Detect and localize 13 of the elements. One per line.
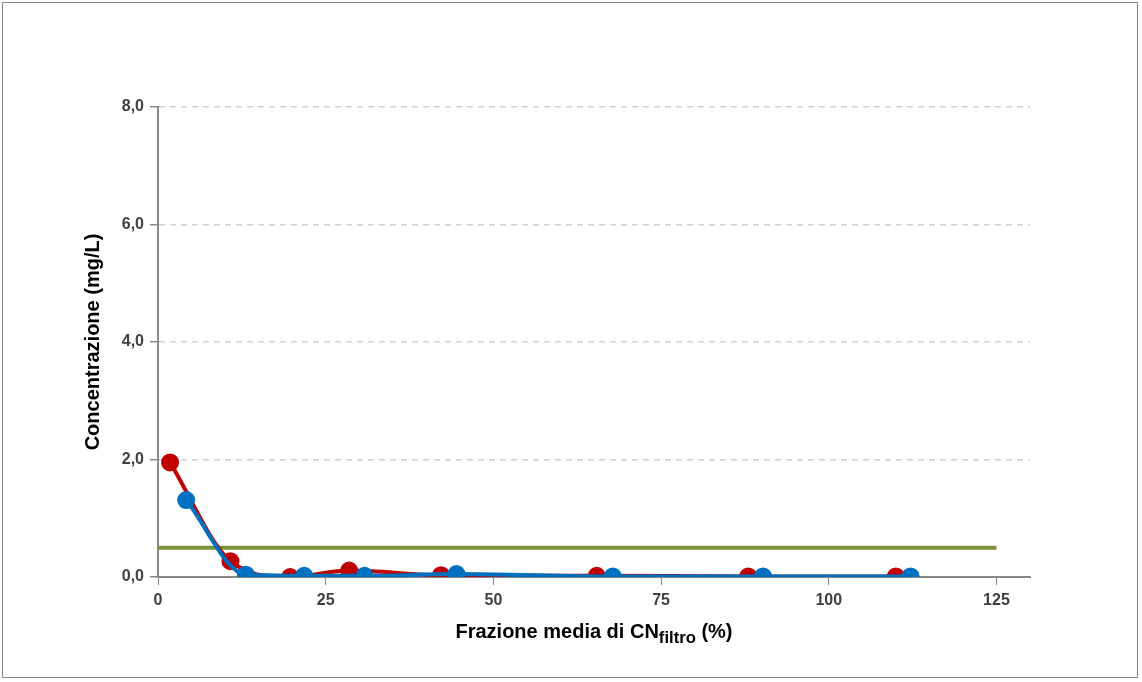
- y-tick-label: 2,0: [121, 449, 145, 467]
- x-tick-label: 125: [983, 591, 1010, 609]
- x-tick-label: 100: [815, 591, 843, 609]
- x-axis-title: Frazione media di CN$_{filtro}$ (%): [455, 620, 733, 648]
- x-tick-label: 75: [652, 591, 671, 609]
- y-tick-label: 4,0: [121, 332, 145, 350]
- x-tick-label: 50: [484, 591, 503, 609]
- y-tick-label: 6,0: [121, 214, 145, 232]
- x-tick-label: 0: [153, 591, 163, 609]
- y-tick-label: 8,0: [121, 97, 145, 115]
- x-tick-label: 25: [316, 591, 335, 609]
- y-axis-title: Concentrazione (mg/L): [80, 233, 104, 451]
- y-tick-label: 0,0: [121, 567, 145, 585]
